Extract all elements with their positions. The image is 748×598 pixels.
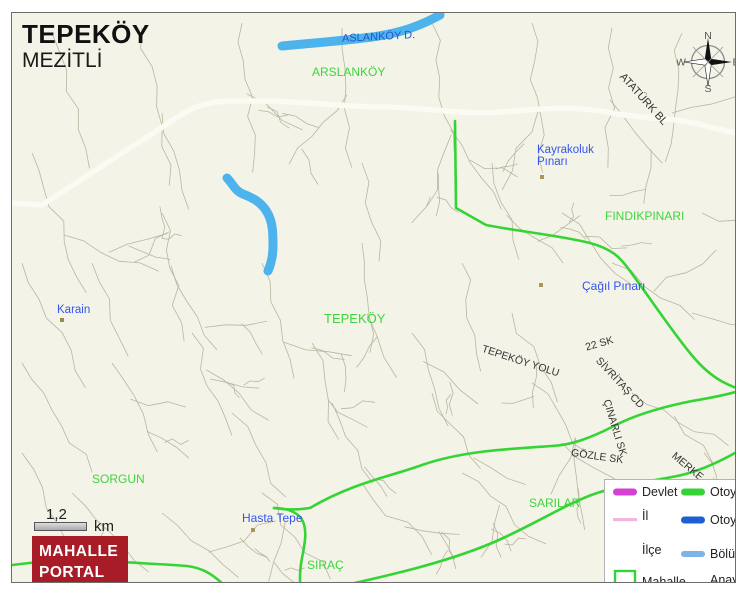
svg-text:S: S	[704, 83, 711, 93]
svg-text:N: N	[704, 31, 712, 42]
svg-text:E: E	[732, 57, 736, 69]
svg-text:W: W	[677, 57, 686, 69]
